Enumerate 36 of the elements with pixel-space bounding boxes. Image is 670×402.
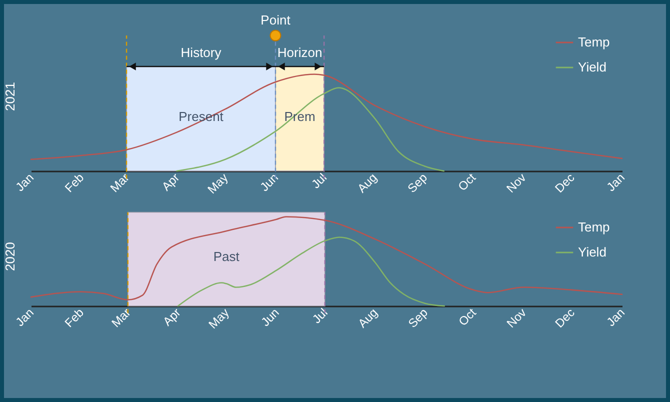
x-tick-label: Feb xyxy=(62,305,87,330)
x-tick-label: Dec xyxy=(552,306,578,331)
x-tick-label: Jan xyxy=(604,306,628,330)
x-tick-label: Apr xyxy=(160,306,184,329)
legend-label: Temp xyxy=(578,34,610,50)
ref-line-label: Point xyxy=(260,12,291,28)
x-tick-label: Dec xyxy=(552,170,578,196)
text: Horizon xyxy=(277,44,322,60)
y-axis-title: 2021 xyxy=(2,82,18,111)
x-tick-label: Mar xyxy=(108,306,134,330)
x-tick-label: Jan xyxy=(604,170,628,194)
x-tick-label: Aug xyxy=(354,170,380,196)
x-tick-label: Mar xyxy=(107,170,132,196)
x-tick-label: May xyxy=(204,170,231,196)
x-tick-label: Jul xyxy=(308,170,330,192)
text: History xyxy=(180,44,222,60)
x-tick-label: Sep xyxy=(404,170,430,196)
x-tick-label: Jun xyxy=(257,170,281,194)
legend-label: Temp xyxy=(578,220,610,234)
x-tick-label: May xyxy=(206,306,232,332)
x-tick-label: Feb xyxy=(62,170,87,196)
x-tick-label: Oct xyxy=(456,305,480,329)
x-tick-label: Nov xyxy=(504,306,529,331)
legend-label: Yield xyxy=(578,244,606,260)
x-tick-label: Nov xyxy=(504,170,529,196)
x-tick-label: Apr xyxy=(159,170,182,194)
x-tick-label: Aug xyxy=(355,306,380,331)
x-tick-label: Jul xyxy=(310,306,330,326)
x-tick-label: Oct xyxy=(455,170,479,194)
x-tick-label: Sep xyxy=(405,305,431,331)
x-tick-label: Jan xyxy=(12,306,36,330)
x-tick-label: Jan xyxy=(12,170,36,194)
x-tick-label: Jun xyxy=(258,306,282,330)
y-axis-title: 2020 xyxy=(2,242,18,271)
legend-label: Yield xyxy=(578,60,606,74)
band-label: Past xyxy=(213,248,240,264)
